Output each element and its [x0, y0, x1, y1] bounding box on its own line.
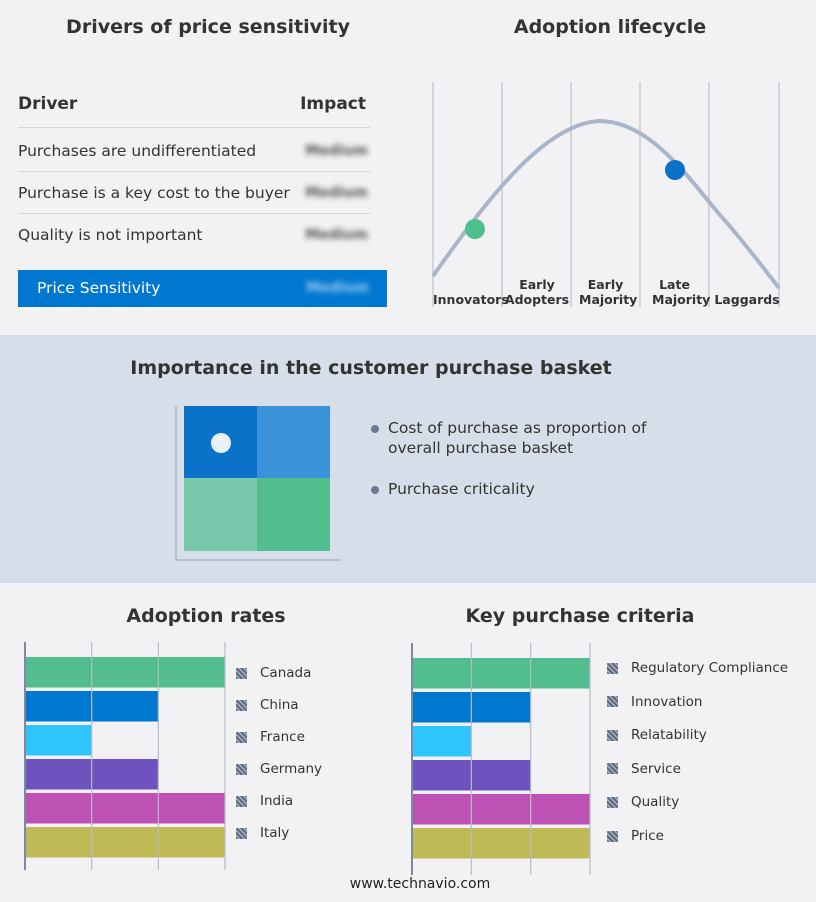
legend-item: Italy — [236, 825, 289, 841]
legend-item: Price — [607, 828, 664, 844]
impact-value: Medium — [305, 227, 368, 243]
adoption-curve — [431, 118, 781, 290]
legend-label: Service — [631, 760, 681, 777]
legend-swatch-icon — [236, 699, 247, 711]
legend-label: Regulatory Compliance — [631, 660, 789, 676]
legend-label: France — [260, 729, 305, 745]
legend-label: Innovation — [631, 693, 703, 710]
lifecycle-title: Adoption lifecycle — [513, 16, 707, 38]
legend-label: India — [260, 793, 294, 809]
drivers-title: Drivers of price sensitivity — [66, 16, 350, 38]
legend-swatch-icon — [607, 696, 618, 708]
legend-item: Innovation — [607, 694, 702, 710]
adoption-rates-title: Adoption rates — [126, 605, 286, 627]
stage-label: Late Majority — [652, 277, 711, 307]
driver-label: Purchase is a key cost to the buyer — [18, 184, 290, 202]
driver-row: Purchases are undifferentiated Medium — [18, 130, 370, 172]
bar-quality — [412, 794, 590, 825]
legend-item: India — [236, 793, 293, 809]
basket-band — [0, 335, 816, 583]
quadrant-bottom-left — [184, 478, 257, 551]
driver-label: Purchases are undifferentiated — [18, 142, 257, 160]
footer-url: www.technavio.com — [349, 876, 491, 892]
quadrant-top-right — [257, 406, 330, 478]
summary-impact: Medium — [306, 280, 369, 296]
stage-label: Early Majority — [579, 277, 638, 307]
bar-regulatory-compliance — [412, 658, 590, 689]
legend-swatch-icon — [607, 729, 618, 741]
bar-india — [25, 793, 225, 824]
driver-label: Quality is not important — [18, 226, 203, 244]
legend-label: Germany — [260, 761, 323, 777]
summary-label: Price Sensitivity — [37, 279, 161, 297]
stage-label: Early Adopters — [504, 277, 570, 307]
bar-relatability — [412, 726, 472, 757]
innovators-marker — [465, 219, 485, 239]
legend-swatch-icon — [607, 796, 618, 808]
lifecycle-chart — [431, 82, 781, 307]
legend-item: Regulatory Compliance — [607, 660, 788, 676]
legend-label: Relatability — [631, 727, 707, 744]
basket-bullet: Purchase criticality — [371, 479, 648, 499]
legend-swatch-icon — [236, 667, 247, 679]
legend-swatch-icon — [607, 662, 618, 674]
late-majority-marker — [665, 160, 685, 180]
legend-swatch-icon — [236, 827, 247, 839]
legend-swatch-icon — [236, 795, 247, 807]
driver-row: Quality is not important Medium — [18, 214, 370, 256]
legend-item: Canada — [236, 665, 311, 681]
stage-label: Laggards — [714, 292, 780, 307]
bar-france — [25, 725, 92, 756]
basket-bullet: Cost of purchase as proportion of overal… — [371, 418, 648, 458]
bar-price — [412, 828, 590, 859]
bar-canada — [25, 657, 225, 688]
legend-item: Quality — [607, 794, 679, 810]
stage-label: Innovators — [433, 292, 509, 307]
basket-matrix — [175, 406, 340, 561]
legend-swatch-icon — [236, 763, 247, 775]
bullet-text: Purchase criticality — [388, 480, 535, 498]
drivers-header: Driver Impact — [18, 82, 370, 128]
legend-item: France — [236, 729, 305, 745]
legend-swatch-icon — [607, 830, 618, 842]
legend-item: China — [236, 697, 299, 713]
quadrant-bottom-right — [257, 478, 330, 551]
legend-swatch-icon — [607, 763, 618, 775]
basket-title: Importance in the customer purchase bask… — [130, 357, 612, 379]
impact-value: Medium — [305, 143, 368, 159]
driver-row: Purchase is a key cost to the buyer Mediu… — [18, 172, 370, 214]
legend-swatch-icon — [236, 731, 247, 743]
impact-value: Medium — [305, 185, 368, 201]
bar-italy — [25, 827, 225, 858]
legend-label: Italy — [260, 825, 290, 841]
purchase-criteria-title: Key purchase criteria — [465, 605, 695, 627]
bullet-text: Cost of purchase as proportion of overal… — [388, 419, 647, 457]
legend-label: Canada — [260, 665, 312, 681]
legend-item: Germany — [236, 761, 322, 777]
impact-column-header: Impact — [300, 94, 366, 114]
legend-label: Price — [631, 828, 664, 844]
price-sensitivity-summary: Price Sensitivity Medium — [18, 270, 387, 307]
legend-item: Relatability — [607, 727, 707, 743]
legend-item: Service — [607, 761, 681, 777]
legend-label: Quality — [631, 794, 680, 811]
driver-column-header: Driver — [18, 94, 78, 114]
basket-marker — [211, 433, 231, 453]
legend-label: China — [260, 697, 299, 713]
